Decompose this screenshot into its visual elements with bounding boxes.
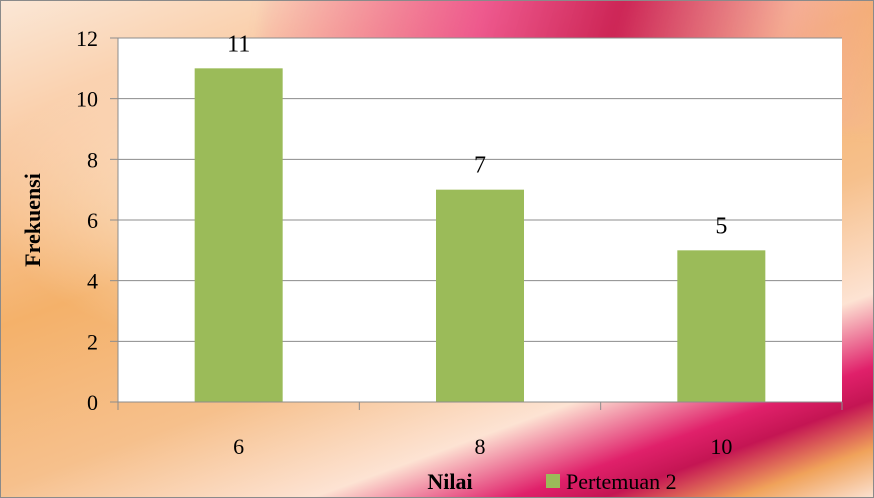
y-tick-label: 6 <box>87 208 98 233</box>
legend-label: Pertemuan 2 <box>566 469 677 494</box>
y-tick-label: 8 <box>87 147 98 172</box>
bars <box>194 68 766 402</box>
x-tick-label: 6 <box>233 434 244 459</box>
bar-8 <box>436 189 524 402</box>
bar-10 <box>677 250 766 402</box>
legend-swatch <box>546 474 560 488</box>
x-tick-label: 10 <box>710 434 732 459</box>
y-tick-label: 12 <box>76 26 98 51</box>
y-tick-label: 0 <box>87 390 98 415</box>
y-axis-title: Frekuensi <box>20 173 45 267</box>
y-tick-label: 2 <box>87 329 98 354</box>
y-tick-labels: 0 2 4 6 8 10 12 <box>76 26 98 415</box>
y-tick-label: 4 <box>87 269 98 294</box>
plot-area <box>110 37 843 410</box>
data-labels: 11 7 5 <box>227 31 727 239</box>
x-tick-label: 8 <box>475 434 486 459</box>
x-axis-title: Nilai <box>427 469 472 494</box>
legend: Pertemuan 2 <box>546 469 677 494</box>
bar-6 <box>194 68 283 402</box>
y-tick-label: 10 <box>76 87 98 112</box>
data-label: 7 <box>474 153 486 179</box>
data-label: 11 <box>227 31 250 57</box>
x-tick-labels: 6 8 10 <box>233 434 732 459</box>
data-label: 5 <box>715 213 727 239</box>
